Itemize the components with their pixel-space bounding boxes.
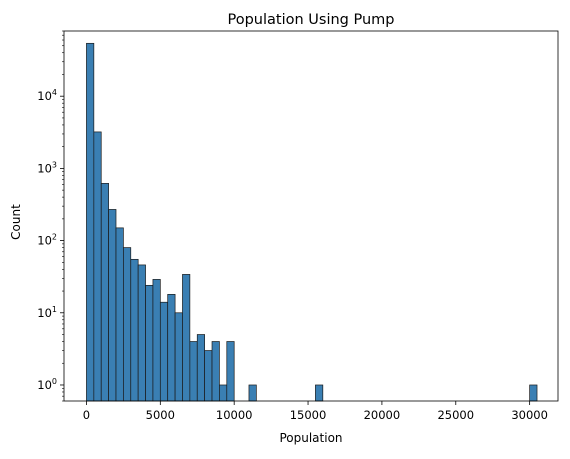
histogram-bar xyxy=(211,341,220,402)
x-tick-label: 15000 xyxy=(290,408,327,422)
histogram-bar xyxy=(145,284,154,402)
histogram-bar xyxy=(189,341,198,402)
histogram-bar xyxy=(529,384,538,402)
histogram-bars xyxy=(86,42,538,402)
histogram-bar xyxy=(219,384,228,402)
histogram-bar xyxy=(315,384,324,402)
x-tick-label: 30000 xyxy=(511,408,548,422)
histogram-bar xyxy=(93,131,102,402)
histogram-bar xyxy=(159,301,169,402)
histogram-bar xyxy=(174,312,183,402)
x-tick-label: 5000 xyxy=(146,408,175,422)
histogram-bar xyxy=(152,279,161,402)
x-axis-label: Population xyxy=(279,431,342,445)
y-tick-label: 101 xyxy=(37,305,57,320)
y-tick-label: 100 xyxy=(37,377,57,392)
histogram-bar xyxy=(130,258,139,402)
y-axis-ticks: 100 101 102 103 104 xyxy=(37,30,64,402)
histogram-bar xyxy=(86,42,95,402)
plot-frame xyxy=(63,30,559,402)
x-tick-label: 20000 xyxy=(364,408,401,422)
histogram-bar xyxy=(108,209,117,402)
histogram-bar xyxy=(100,183,109,402)
y-tick-label: 104 xyxy=(37,88,57,103)
histogram-bar xyxy=(182,274,191,402)
y-tick-label: 103 xyxy=(37,160,57,175)
x-tick-label: 10000 xyxy=(216,408,253,422)
x-tick-label: 25000 xyxy=(437,408,474,422)
histogram-bar xyxy=(115,227,124,402)
histogram-bar xyxy=(167,294,176,402)
x-tick-label: 0 xyxy=(83,408,90,422)
histogram-bar xyxy=(137,264,146,402)
histogram-bar xyxy=(123,247,132,402)
y-tick-label: 102 xyxy=(37,233,57,248)
histogram-bar xyxy=(196,334,205,402)
histogram-bar xyxy=(204,350,213,402)
y-axis-label: Count xyxy=(9,204,23,240)
histogram-bar xyxy=(226,341,235,402)
x-axis-ticks: 0 5000 10000 15000 20000 25000 30000 xyxy=(83,401,548,422)
chart-title: Population Using Pump xyxy=(228,12,395,28)
histogram-bar xyxy=(248,384,257,402)
